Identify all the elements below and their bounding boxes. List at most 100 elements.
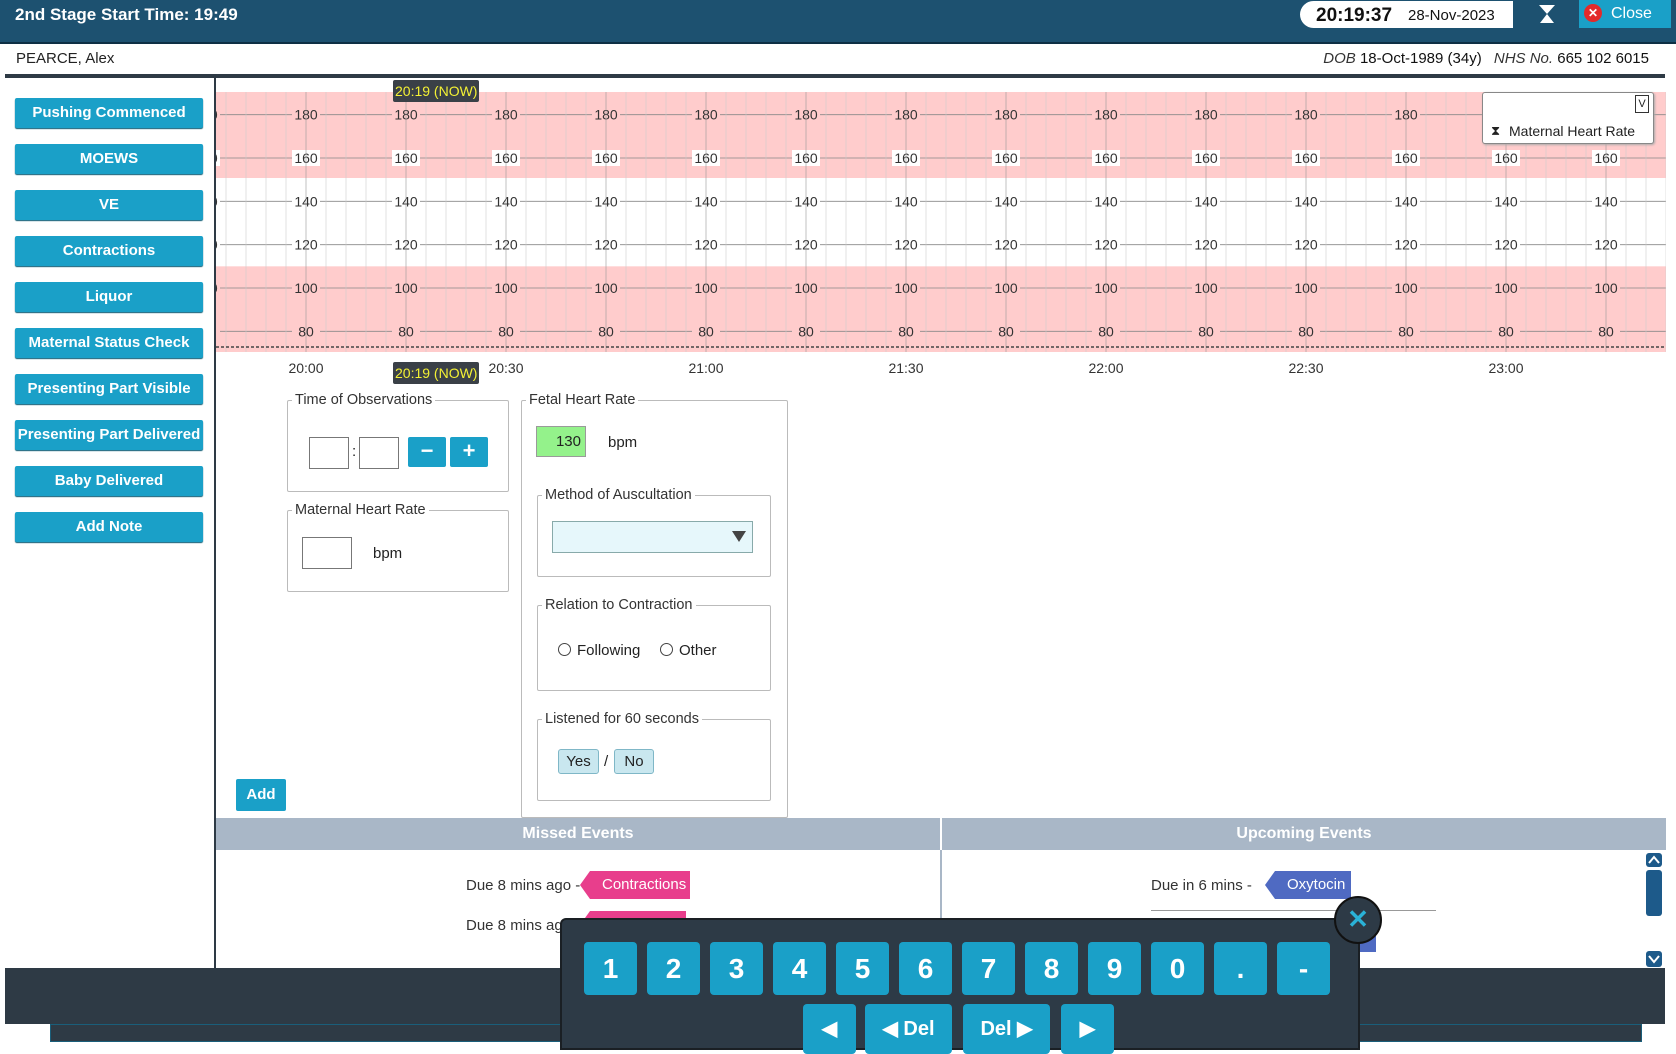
x-tick-label: 22:00 [1088, 360, 1124, 376]
key-2[interactable]: 2 [647, 942, 700, 995]
chevron-down-icon [732, 531, 746, 542]
tick-bg [216, 323, 220, 340]
tick-bg [216, 236, 220, 253]
ve-button[interactable]: VE [15, 190, 203, 220]
fetal-heart-rate-group: Fetal Heart Rate [521, 392, 788, 818]
relation-to-contraction-group: Relation to Contraction [537, 597, 771, 691]
hour-input[interactable] [309, 437, 349, 469]
maternal-heart-rate-group: Maternal Heart Rate [287, 502, 509, 592]
liquor-button[interactable]: Liquor [15, 282, 203, 312]
dob-label: DOB [1323, 50, 1356, 67]
abnormal-band-low [216, 266, 1666, 352]
chart-legend[interactable]: V ⧗ Maternal Heart Rate [1482, 92, 1654, 144]
legend-toggle[interactable]: V [1635, 95, 1649, 113]
add-observation-button[interactable]: Add [236, 779, 286, 811]
close-button[interactable]: ✕ Close [1579, 0, 1671, 28]
x-tick-label: 23:00 [1488, 360, 1524, 376]
decrement-button[interactable]: − [408, 437, 446, 467]
key-4[interactable]: 4 [773, 942, 826, 995]
other-radio[interactable]: Other [654, 631, 752, 671]
cursor-right-button[interactable]: ▶ [1061, 1004, 1114, 1054]
events-scrollbar[interactable] [1645, 853, 1663, 967]
upcoming-events-header: Upcoming Events [942, 818, 1666, 850]
maternal-heart-rate-input[interactable] [302, 537, 352, 569]
presenting-part-visible-button[interactable]: Presenting Part Visible [15, 374, 203, 404]
now-marker-bottom: 20:19 (NOW) [393, 362, 480, 384]
contractions-button[interactable]: Contractions [15, 236, 203, 266]
key-6[interactable]: 6 [899, 942, 952, 995]
key-minus[interactable]: - [1277, 942, 1330, 995]
key-7[interactable]: 7 [962, 942, 1015, 995]
cursor-left-button[interactable]: ◀ [803, 1004, 856, 1054]
now-marker-top: 20:19 (NOW) [393, 80, 480, 102]
tick-bg [216, 150, 220, 166]
fetal-heart-rate-input[interactable]: 130 [536, 426, 586, 457]
pushing-commenced-button[interactable]: Pushing Commenced [15, 98, 203, 128]
fhr-unit: bpm [608, 434, 638, 451]
missed-event-tag-contractions[interactable]: Contractions [579, 871, 691, 899]
upcoming-event-text: Due in 6 mins - [1151, 877, 1252, 894]
patient-details: DOB 18-Oct-1989 (34y) NHS No. 665 102 60… [1323, 50, 1657, 67]
events-divider [940, 850, 942, 968]
tick-bg [216, 280, 220, 296]
radio-circle-icon [558, 643, 571, 656]
key-9[interactable]: 9 [1088, 942, 1141, 995]
maternal-status-check-button[interactable]: Maternal Status Check [15, 328, 203, 358]
time-of-observations-group: Time of Observations [287, 392, 509, 492]
missed-event-text: Due 8 mins ago [466, 917, 572, 934]
stage-start-title: 2nd Stage Start Time: 19:49 [15, 5, 238, 24]
key-decimal[interactable]: . [1214, 942, 1267, 995]
y-tick-label: 120 [216, 237, 218, 253]
minute-input[interactable] [359, 437, 399, 469]
mhr-unit: bpm [373, 545, 403, 562]
patient-name: PEARCE, Alex [16, 50, 115, 67]
missed-events-header: Missed Events [216, 818, 940, 850]
delete-left-button[interactable]: ◀ Del [865, 1004, 952, 1054]
event-separator [1151, 910, 1436, 911]
missed-event-text: Due 8 mins ago - [466, 877, 581, 894]
add-note-button[interactable]: Add Note [15, 512, 203, 542]
current-time: 20:19:37 [1316, 5, 1393, 26]
auscultation-group: Method of Auscultation [537, 487, 771, 577]
x-tick-label: 20:00 [288, 360, 324, 376]
y-tick-label: 160 [216, 150, 218, 166]
close-icon: ✕ [1584, 4, 1602, 22]
listened-60-seconds-group: Listened for 60 seconds [537, 711, 771, 801]
key-5[interactable]: 5 [836, 942, 889, 995]
presenting-part-delivered-button[interactable]: Presenting Part Delivered [15, 420, 203, 450]
x-tick-label: 21:00 [688, 360, 724, 376]
heart-rate-chart[interactable]: 1801801801801801801801801801801801801801… [216, 92, 1666, 352]
upcoming-event-tag-oxytocin[interactable]: Oxytocin [1264, 871, 1352, 899]
dob-value: 18-Oct-1989 (34y) [1359, 50, 1482, 67]
baby-delivered-button[interactable]: Baby Delivered [15, 466, 203, 496]
tick-bg [216, 106, 220, 123]
moews-button[interactable]: MOEWS [15, 144, 203, 174]
key-3[interactable]: 3 [710, 942, 763, 995]
keypad-close-icon[interactable]: ✕ [1334, 896, 1382, 944]
yes-button[interactable]: Yes [558, 749, 599, 774]
nhs-value: 665 102 6015 [1557, 50, 1649, 67]
delete-right-button[interactable]: Del ▶ [963, 1004, 1050, 1054]
following-radio[interactable]: Following [552, 631, 649, 671]
header-bar: 2nd Stage Start Time: 19:49 20:19:37 28-… [0, 0, 1676, 44]
y-tick-label: 100 [216, 280, 218, 296]
nhs-label: NHS No. [1493, 50, 1554, 67]
y-tick-label: 180 [216, 107, 218, 123]
current-date: 28-Nov-2023 [1408, 7, 1495, 24]
increment-button[interactable]: + [450, 437, 488, 467]
x-tick-label: 20:30 [488, 360, 524, 376]
legend-item-maternal-heart-rate[interactable]: Maternal Heart Rate [1509, 123, 1636, 139]
radio-circle-icon [660, 643, 673, 656]
sidebar: Pushing Commenced MOEWS VE Contractions … [0, 78, 216, 968]
tick-bg [216, 193, 220, 210]
patient-banner: PEARCE, Alex DOB 18-Oct-1989 (34y) NHS N… [5, 44, 1665, 78]
hourglass-icon: ⧗ [1491, 123, 1501, 138]
x-tick-label: 21:30 [888, 360, 924, 376]
auscultation-select[interactable] [552, 521, 753, 553]
no-button[interactable]: No [614, 749, 654, 774]
hourglass-icon[interactable] [1536, 3, 1558, 25]
key-8[interactable]: 8 [1025, 942, 1078, 995]
y-tick-label: 140 [216, 193, 218, 209]
key-0[interactable]: 0 [1151, 942, 1204, 995]
key-1[interactable]: 1 [584, 942, 637, 995]
